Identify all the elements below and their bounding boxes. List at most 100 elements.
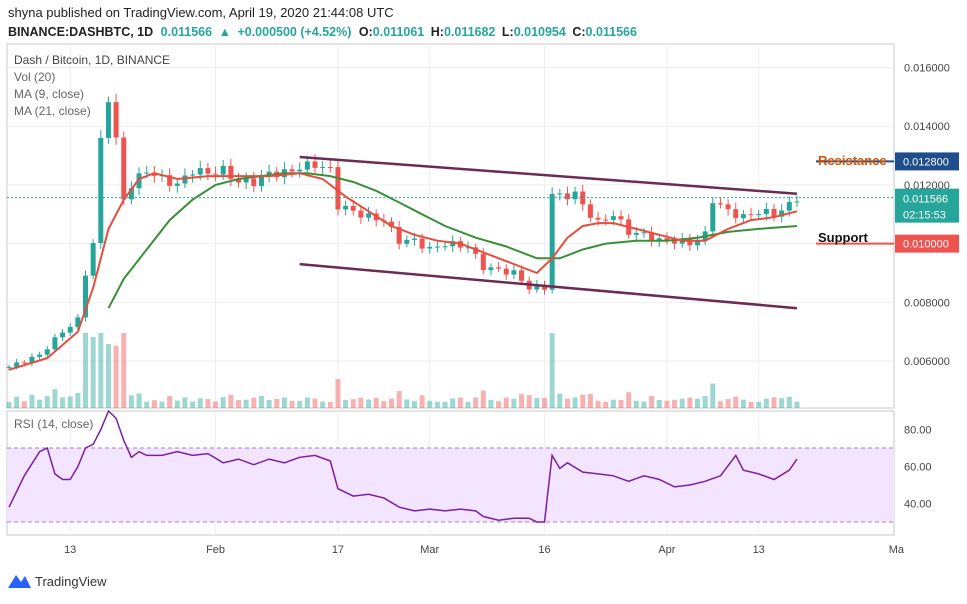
volume-bar: [641, 401, 647, 408]
volume-bar: [220, 397, 226, 408]
volume-bar: [128, 395, 134, 408]
candle-body: [610, 216, 616, 220]
candle-body: [519, 270, 525, 281]
volume-bar: [343, 399, 349, 408]
volume-bar: [633, 400, 639, 408]
volume-bar: [274, 398, 280, 408]
volume-bar: [664, 400, 670, 408]
ma9-line: [8, 172, 798, 371]
volume-bar: [281, 397, 287, 408]
candle-body: [44, 349, 50, 355]
time-tick-label: Feb: [206, 544, 225, 556]
volume-bar: [144, 401, 150, 408]
tradingview-logo[interactable]: TradingView: [8, 574, 107, 589]
volume-bar: [779, 398, 785, 408]
volume-bar: [14, 396, 20, 408]
candle-body: [641, 232, 647, 234]
price-tick-label: 0.008000: [904, 297, 950, 309]
volume-bar: [159, 401, 165, 408]
volume-bar: [480, 390, 486, 408]
time-tick-label: Mar: [420, 544, 439, 556]
volume-bar: [618, 399, 624, 408]
publisher-line: shyna published on TradingView.com, Apri…: [8, 5, 394, 20]
support-price-tag: 0.010000: [903, 239, 949, 251]
low-value: 0.010954: [514, 25, 566, 39]
volume-bar: [197, 398, 203, 408]
volume-bar: [335, 379, 341, 408]
candle-body: [389, 221, 394, 227]
upper-trendline: [299, 155, 798, 195]
volume-bar: [649, 396, 655, 408]
candle-body: [687, 238, 693, 246]
candle-body: [786, 202, 792, 211]
current-price-tag-bg: [895, 188, 959, 223]
volume-bar: [656, 399, 662, 408]
candle-body: [105, 102, 111, 138]
candle-body: [144, 172, 150, 174]
volume-bar: [60, 397, 66, 408]
volume-bar: [236, 400, 241, 408]
volume-bar: [266, 399, 272, 408]
tradingview-logo-icon: [8, 575, 31, 588]
candle-body: [465, 247, 471, 249]
candle-body: [763, 208, 769, 215]
volume-bar: [672, 399, 678, 408]
candle-body: [335, 167, 341, 210]
candle-body: [205, 168, 211, 174]
moving-averages: [8, 172, 798, 371]
low-label: L:: [502, 25, 514, 39]
candle-body: [564, 193, 570, 200]
candle-body: [98, 137, 104, 244]
volume-bar: [358, 397, 364, 408]
candle-body: [358, 210, 364, 218]
legend-title: Dash / Bitcoin, 1D, BINANCE: [14, 53, 170, 67]
support-price-tag-bg: [895, 234, 959, 253]
candlesticks: [6, 93, 800, 371]
candle-body: [75, 317, 81, 327]
volume-bar: [427, 400, 433, 408]
volume-bar: [587, 393, 593, 408]
countdown-tag: 02:15:53: [903, 210, 946, 222]
high-label: H:: [431, 25, 444, 39]
volume-bar: [312, 398, 318, 408]
volume-bar: [228, 394, 234, 408]
volume-bar: [519, 394, 525, 408]
volume-bar: [496, 401, 502, 408]
candle-body: [366, 213, 372, 218]
candle-body: [21, 362, 27, 364]
volume-bar: [6, 402, 12, 408]
candle-body: [710, 203, 716, 232]
candle-body: [289, 169, 295, 172]
candle-body: [542, 284, 547, 290]
resistance-label: Resistance: [818, 153, 887, 168]
candle-body: [83, 275, 88, 318]
tradingview-wordmark: TradingView: [35, 574, 107, 589]
volume-bar: [771, 397, 777, 408]
candle-body: [587, 204, 593, 218]
volume-bar: [457, 397, 463, 408]
candle-body: [595, 217, 601, 220]
price-tick-label: 0.016000: [904, 62, 950, 74]
lower-trendline: [299, 262, 798, 310]
volume-bar: [121, 333, 127, 408]
volume-bar: [465, 401, 471, 408]
volume-bar: [21, 401, 27, 408]
volume-bar: [404, 399, 410, 408]
volume-bar: [381, 401, 387, 408]
candle-body: [695, 240, 700, 246]
legend-vol: Vol (20): [14, 70, 55, 84]
volume-bar: [511, 398, 517, 408]
volume-bar: [251, 397, 257, 408]
candle-body: [771, 208, 777, 217]
candle-body: [14, 362, 20, 367]
candle-body: [136, 173, 142, 189]
ohlc-line: BINANCE:DASHBTC, 1D 0.011566 ▲ +0.000500…: [8, 25, 637, 39]
candle-body: [672, 240, 678, 244]
candle-body: [649, 232, 655, 242]
candle-body: [60, 332, 66, 338]
volume-bar: [243, 399, 249, 408]
candle-body: [427, 246, 433, 249]
volume-bar: [679, 398, 685, 408]
